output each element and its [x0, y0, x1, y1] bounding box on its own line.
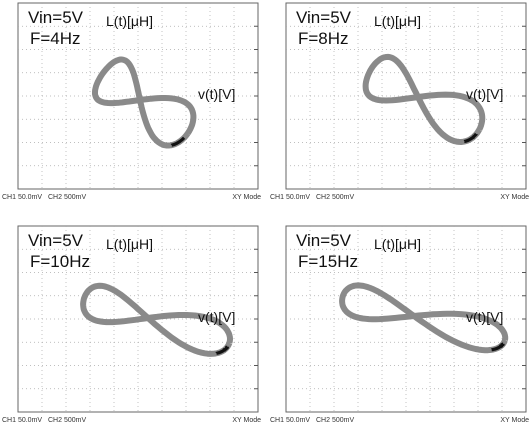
ch2-setting: CH2 500mV [48, 194, 86, 201]
ch2-setting: CH2 500mV [48, 417, 86, 424]
voltage-label: v(t)[V] [466, 309, 503, 325]
inductance-label: L(t)[μH] [106, 236, 153, 252]
vin-label: Vin=5V [28, 231, 84, 250]
mode-label: XY Mode [232, 417, 261, 424]
freq-label: F=8Hz [298, 29, 349, 48]
scope-panel: Vin=5V F=10Hz L(t)[μH] v(t)[V] CH1 50.0mV CH2… [2, 226, 261, 424]
voltage-label: v(t)[V] [198, 309, 235, 325]
ch1-setting: CH1 50.0mV [270, 194, 310, 201]
mode-label: XY Mode [232, 194, 261, 201]
inductance-label: L(t)[μH] [374, 236, 421, 252]
scope-panel: Vin=5V F=4Hz L(t)[μH] v(t)[V] CH1 50.0mV CH2 … [2, 3, 261, 201]
ch2-setting: CH2 500mV [316, 194, 354, 201]
ch1-setting: CH1 50.0mV [270, 417, 310, 424]
voltage-label: v(t)[V] [466, 86, 503, 102]
scope-panel: Vin=5V F=15Hz L(t)[μH] v(t)[V] CH1 50.0mV CH2… [270, 226, 529, 424]
vin-label: Vin=5V [296, 8, 352, 27]
voltage-label: v(t)[V] [198, 86, 235, 102]
mode-label: XY Mode [500, 194, 529, 201]
figure: Vin=5V F=4Hz L(t)[μH] v(t)[V] CH1 50.0mV CH2 … [0, 0, 531, 434]
vin-label: Vin=5V [296, 231, 352, 250]
freq-label: F=15Hz [298, 252, 358, 271]
ch2-setting: CH2 500mV [316, 417, 354, 424]
freq-label: F=4Hz [30, 29, 81, 48]
ch1-setting: CH1 50.0mV [2, 417, 42, 424]
inductance-label: L(t)[μH] [106, 13, 153, 29]
inductance-label: L(t)[μH] [374, 13, 421, 29]
freq-label: F=10Hz [30, 252, 90, 271]
mode-label: XY Mode [500, 417, 529, 424]
ch1-setting: CH1 50.0mV [2, 194, 42, 201]
vin-label: Vin=5V [28, 8, 84, 27]
scope-panel: Vin=5V F=8Hz L(t)[μH] v(t)[V] CH1 50.0mV CH2 … [270, 3, 529, 201]
